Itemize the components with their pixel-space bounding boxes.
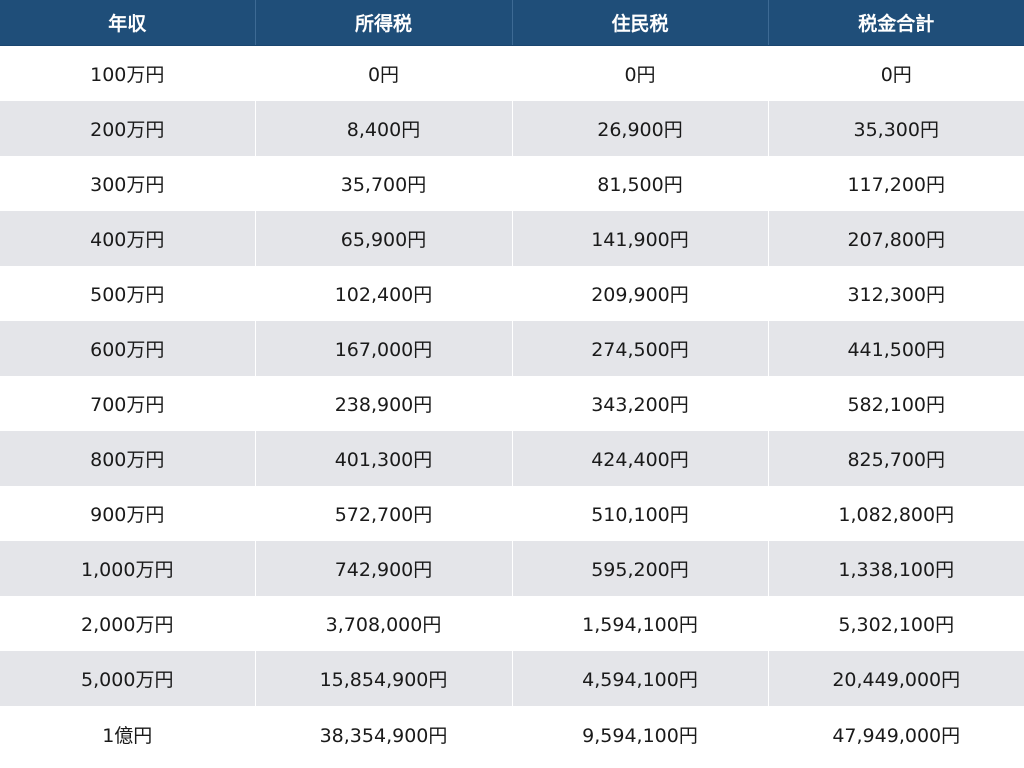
header-income-tax: 所得税 [255,0,513,46]
cell-resident-tax: 209,900円 [512,266,769,321]
cell-annual-income: 1億円 [0,706,256,763]
cell-annual-income: 500万円 [0,266,256,321]
cell-income-tax: 15,854,900円 [255,651,513,706]
cell-income-tax: 3,708,000円 [255,596,513,651]
cell-resident-tax: 9,594,100円 [512,706,769,763]
table-row: 5,000万円 15,854,900円 4,594,100円 20,449,000円 [0,651,1024,706]
table-row: 500万円 102,400円 209,900円 312,300円 [0,266,1024,321]
cell-income-tax: 38,354,900円 [255,706,513,763]
cell-total-tax: 441,500円 [768,321,1024,376]
cell-total-tax: 0円 [768,45,1024,101]
cell-resident-tax: 4,594,100円 [512,651,769,706]
table-row: 400万円 65,900円 141,900円 207,800円 [0,211,1024,266]
header-resident-tax: 住民税 [512,0,769,46]
cell-annual-income: 700万円 [0,376,256,431]
cell-total-tax: 1,338,100円 [768,541,1024,596]
cell-annual-income: 1,000万円 [0,541,256,596]
cell-income-tax: 167,000円 [255,321,513,376]
cell-annual-income: 400万円 [0,211,256,266]
table-row: 100万円 0円 0円 0円 [0,45,1024,101]
table-row: 600万円 167,000円 274,500円 441,500円 [0,321,1024,376]
cell-total-tax: 5,302,100円 [768,596,1024,651]
table-row: 1億円 38,354,900円 9,594,100円 47,949,000円 [0,706,1024,763]
cell-total-tax: 582,100円 [768,376,1024,431]
cell-total-tax: 117,200円 [768,156,1024,211]
cell-resident-tax: 81,500円 [512,156,769,211]
cell-total-tax: 47,949,000円 [768,706,1024,763]
cell-income-tax: 8,400円 [255,101,513,156]
cell-resident-tax: 141,900円 [512,211,769,266]
table-row: 800万円 401,300円 424,400円 825,700円 [0,431,1024,486]
cell-resident-tax: 424,400円 [512,431,769,486]
table-body: 100万円 0円 0円 0円 200万円 8,400円 26,900円 35,300円 300万… [0,45,1024,763]
cell-annual-income: 300万円 [0,156,256,211]
cell-total-tax: 1,082,800円 [768,486,1024,541]
cell-income-tax: 238,900円 [255,376,513,431]
cell-income-tax: 0円 [255,45,513,101]
cell-total-tax: 312,300円 [768,266,1024,321]
table-row: 200万円 8,400円 26,900円 35,300円 [0,101,1024,156]
cell-annual-income: 900万円 [0,486,256,541]
cell-income-tax: 102,400円 [255,266,513,321]
cell-total-tax: 20,449,000円 [768,651,1024,706]
cell-resident-tax: 595,200円 [512,541,769,596]
cell-total-tax: 35,300円 [768,101,1024,156]
cell-annual-income: 600万円 [0,321,256,376]
header-annual-income: 年収 [0,0,256,46]
cell-total-tax: 825,700円 [768,431,1024,486]
cell-annual-income: 100万円 [0,45,256,101]
table-header: 年収 所得税 住民税 税金合計 [0,0,1024,46]
cell-annual-income: 200万円 [0,101,256,156]
cell-income-tax: 35,700円 [255,156,513,211]
header-total-tax: 税金合計 [768,0,1024,46]
cell-income-tax: 572,700円 [255,486,513,541]
cell-resident-tax: 343,200円 [512,376,769,431]
table-row: 700万円 238,900円 343,200円 582,100円 [0,376,1024,431]
cell-income-tax: 65,900円 [255,211,513,266]
cell-resident-tax: 26,900円 [512,101,769,156]
cell-income-tax: 742,900円 [255,541,513,596]
cell-annual-income: 2,000万円 [0,596,256,651]
table-row: 900万円 572,700円 510,100円 1,082,800円 [0,486,1024,541]
table-row: 2,000万円 3,708,000円 1,594,100円 5,302,100円 [0,596,1024,651]
header-row: 年収 所得税 住民税 税金合計 [0,0,1024,46]
cell-resident-tax: 274,500円 [512,321,769,376]
cell-resident-tax: 1,594,100円 [512,596,769,651]
cell-annual-income: 5,000万円 [0,651,256,706]
table-row: 300万円 35,700円 81,500円 117,200円 [0,156,1024,211]
cell-resident-tax: 0円 [512,45,769,101]
table-row: 1,000万円 742,900円 595,200円 1,338,100円 [0,541,1024,596]
cell-income-tax: 401,300円 [255,431,513,486]
cell-annual-income: 800万円 [0,431,256,486]
cell-resident-tax: 510,100円 [512,486,769,541]
cell-total-tax: 207,800円 [768,211,1024,266]
